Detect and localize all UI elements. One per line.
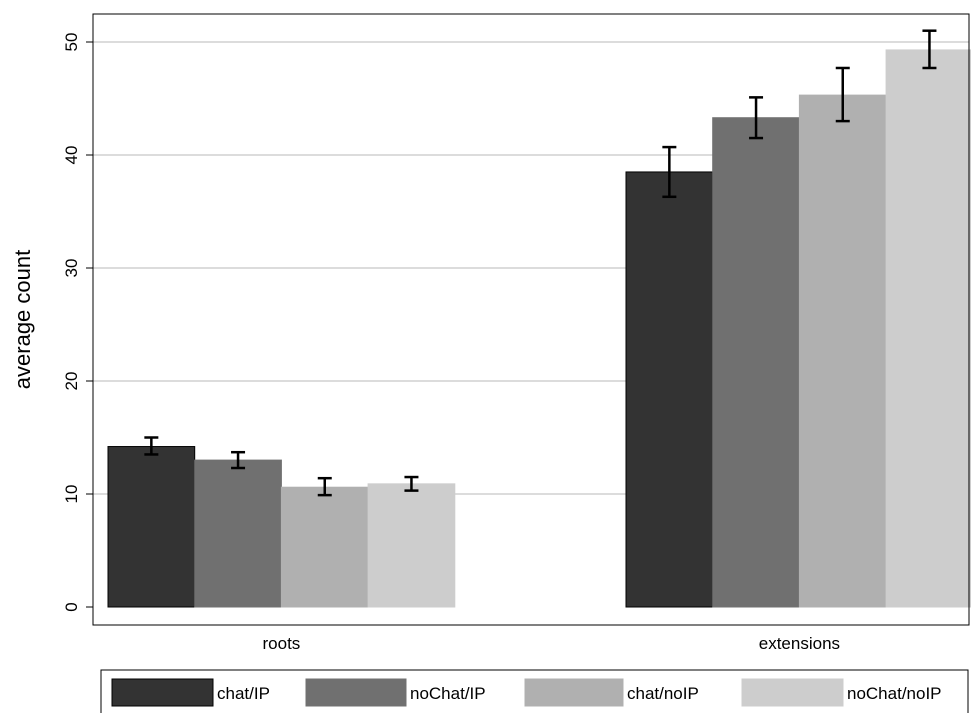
y-tick-label: 40 [62, 146, 81, 165]
legend: chat/IP noChat/IP chat/noIP noChat/noIP [111, 678, 942, 707]
y-tick-label: 30 [62, 259, 81, 278]
bar-roots-nochat-ip [194, 459, 282, 608]
bar-extensions-chat-ip [625, 171, 714, 608]
x-tick-label-roots: roots [263, 634, 301, 653]
bar-roots-chat-ip [107, 446, 196, 608]
bar-extensions-nochat-noip [885, 49, 971, 608]
y-tick-label: 10 [62, 485, 81, 504]
bar-roots-chat-noip [280, 486, 369, 608]
x-tick-label-extensions: extensions [759, 634, 840, 653]
x-axis: roots extensions [263, 634, 841, 653]
legend-label-nochat-noip: noChat/noIP [847, 684, 942, 703]
legend-swatch-chat-noip [524, 678, 624, 707]
y-axis-label: average count [10, 250, 35, 389]
bar-extensions-chat-noip [798, 94, 887, 608]
legend-swatch-nochat-noip [741, 678, 844, 707]
error-bars [144, 29, 937, 497]
legend-swatch-nochat-ip [305, 678, 407, 707]
bars [107, 49, 971, 608]
y-axis: 0 10 20 30 40 50 [62, 33, 93, 612]
y-tick-label: 50 [62, 33, 81, 52]
legend-label-chat-noip: chat/noIP [627, 684, 699, 703]
legend-label-nochat-ip: noChat/IP [410, 684, 486, 703]
bar-roots-nochat-noip [367, 483, 456, 608]
y-tick-label: 0 [62, 602, 81, 611]
y-tick-label: 20 [62, 372, 81, 391]
bar-extensions-nochat-ip [712, 117, 800, 608]
plot-frame [92, 13, 970, 626]
legend-label-chat-ip: chat/IP [217, 684, 270, 703]
legend-swatch-chat-ip [111, 678, 214, 707]
